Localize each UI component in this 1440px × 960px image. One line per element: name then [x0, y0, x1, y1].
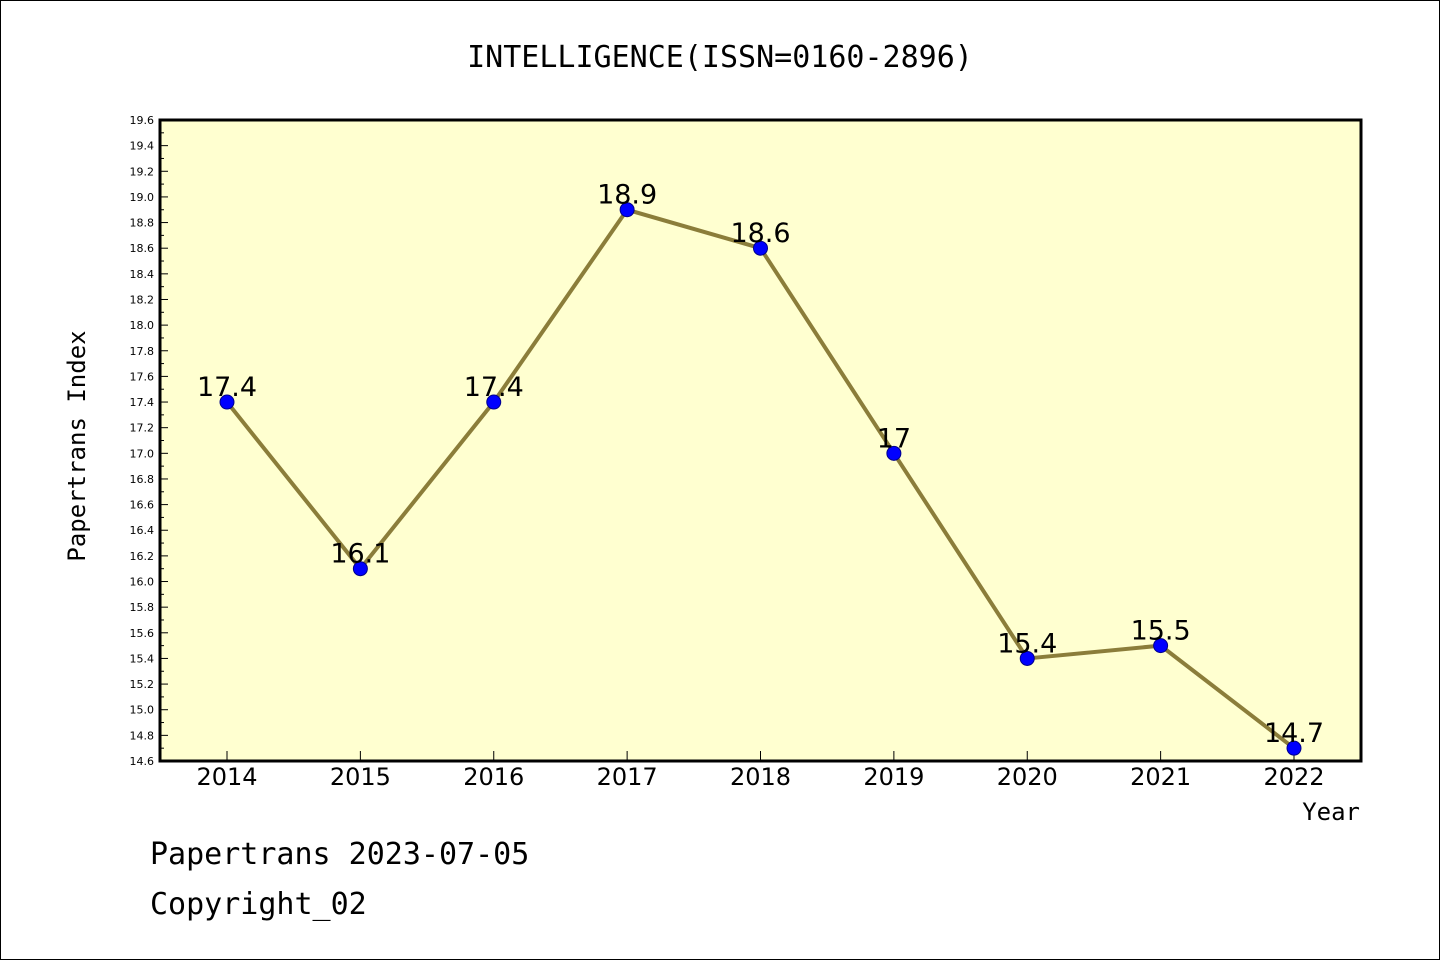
x-tick-label: 2017 — [597, 763, 658, 791]
data-label: 16.1 — [330, 539, 390, 570]
y-tick-label: 15.8 — [130, 601, 155, 614]
data-label: 17.4 — [197, 372, 257, 403]
y-tick-label: 15.4 — [130, 652, 155, 665]
footer-date: Papertrans 2023-07-05 — [150, 837, 529, 872]
data-label: 14.7 — [1264, 718, 1324, 749]
y-tick-label: 18.8 — [130, 217, 155, 230]
y-tick-label: 17.4 — [130, 396, 155, 409]
x-axis-title: Year — [1302, 798, 1360, 826]
y-tick-label: 16.2 — [130, 550, 155, 563]
data-point — [1019, 650, 1035, 666]
chart-title: INTELLIGENCE(ISSN=0160-2896) — [467, 40, 973, 75]
footer-copyright: Copyright_02 — [150, 887, 367, 922]
data-point — [886, 445, 902, 461]
x-tick-label: 2020 — [997, 763, 1058, 791]
data-label: 17.4 — [464, 372, 524, 403]
y-tick-label: 14.6 — [130, 755, 155, 768]
plot-frame — [158, 118, 1363, 763]
y-tick-label: 15.6 — [130, 627, 155, 640]
marker-group — [219, 202, 1302, 756]
y-tick-label: 19.4 — [130, 140, 155, 153]
y-tick-label: 17.2 — [130, 422, 155, 435]
y-tick-label: 16.0 — [130, 576, 155, 589]
y-tick-label: 18.0 — [130, 319, 155, 332]
x-tick-label: 2022 — [1263, 763, 1324, 791]
x-tick-label: 2018 — [730, 763, 791, 791]
y-tick-label: 14.8 — [130, 729, 155, 742]
data-label: 15.4 — [997, 628, 1057, 659]
data-label: 17 — [877, 423, 911, 454]
data-point — [753, 240, 768, 256]
y-tick-label: 16.6 — [130, 499, 155, 512]
y-tick-label: 19.6 — [130, 114, 155, 127]
y-axis: 14.6 14.8 15.0 15.2 15.4 15.6 15.8 16.0 16.2 16.4… — [130, 114, 168, 768]
y-tick-label: 17.8 — [130, 345, 155, 358]
data-point — [1153, 638, 1169, 654]
x-tick-label: 2015 — [330, 763, 391, 791]
y-tick-label: 15.0 — [130, 704, 155, 717]
data-point — [486, 394, 502, 410]
y-tick-label: 15.2 — [130, 678, 155, 691]
data-point — [219, 394, 235, 410]
data-label: 15.5 — [1131, 616, 1191, 647]
y-tick-label: 19.2 — [130, 165, 155, 178]
data-label: 18.6 — [730, 218, 790, 249]
y-tick-label: 17.0 — [130, 447, 155, 460]
y-tick-label: 16.8 — [130, 473, 155, 486]
data-point — [1286, 740, 1302, 756]
data-point — [619, 202, 635, 218]
plot-area — [160, 120, 1361, 761]
x-tick-label: 2021 — [1130, 763, 1191, 791]
data-point — [352, 561, 368, 577]
x-tick-label: 2016 — [463, 763, 524, 791]
data-label: 18.9 — [597, 180, 657, 211]
y-tick-label: 16.4 — [130, 524, 155, 537]
y-tick-label: 18.6 — [130, 242, 155, 255]
data-label-group: 17.4 16.1 17.4 18.9 18.6 17 15.4 15.5 14.7 — [197, 180, 1324, 749]
y-axis-title: Papertrans Index — [63, 330, 91, 561]
y-tick-label: 18.2 — [130, 293, 155, 306]
x-tick-label: 2019 — [863, 763, 924, 791]
y-tick-label: 18.4 — [130, 268, 155, 281]
x-tick-label: 2014 — [196, 763, 257, 791]
x-axis: 2014 2015 2016 2017 2018 2019 2020 2021 2022 — [196, 751, 1325, 791]
y-tick-label: 19.0 — [130, 191, 155, 204]
y-tick-label: 17.6 — [130, 370, 155, 383]
